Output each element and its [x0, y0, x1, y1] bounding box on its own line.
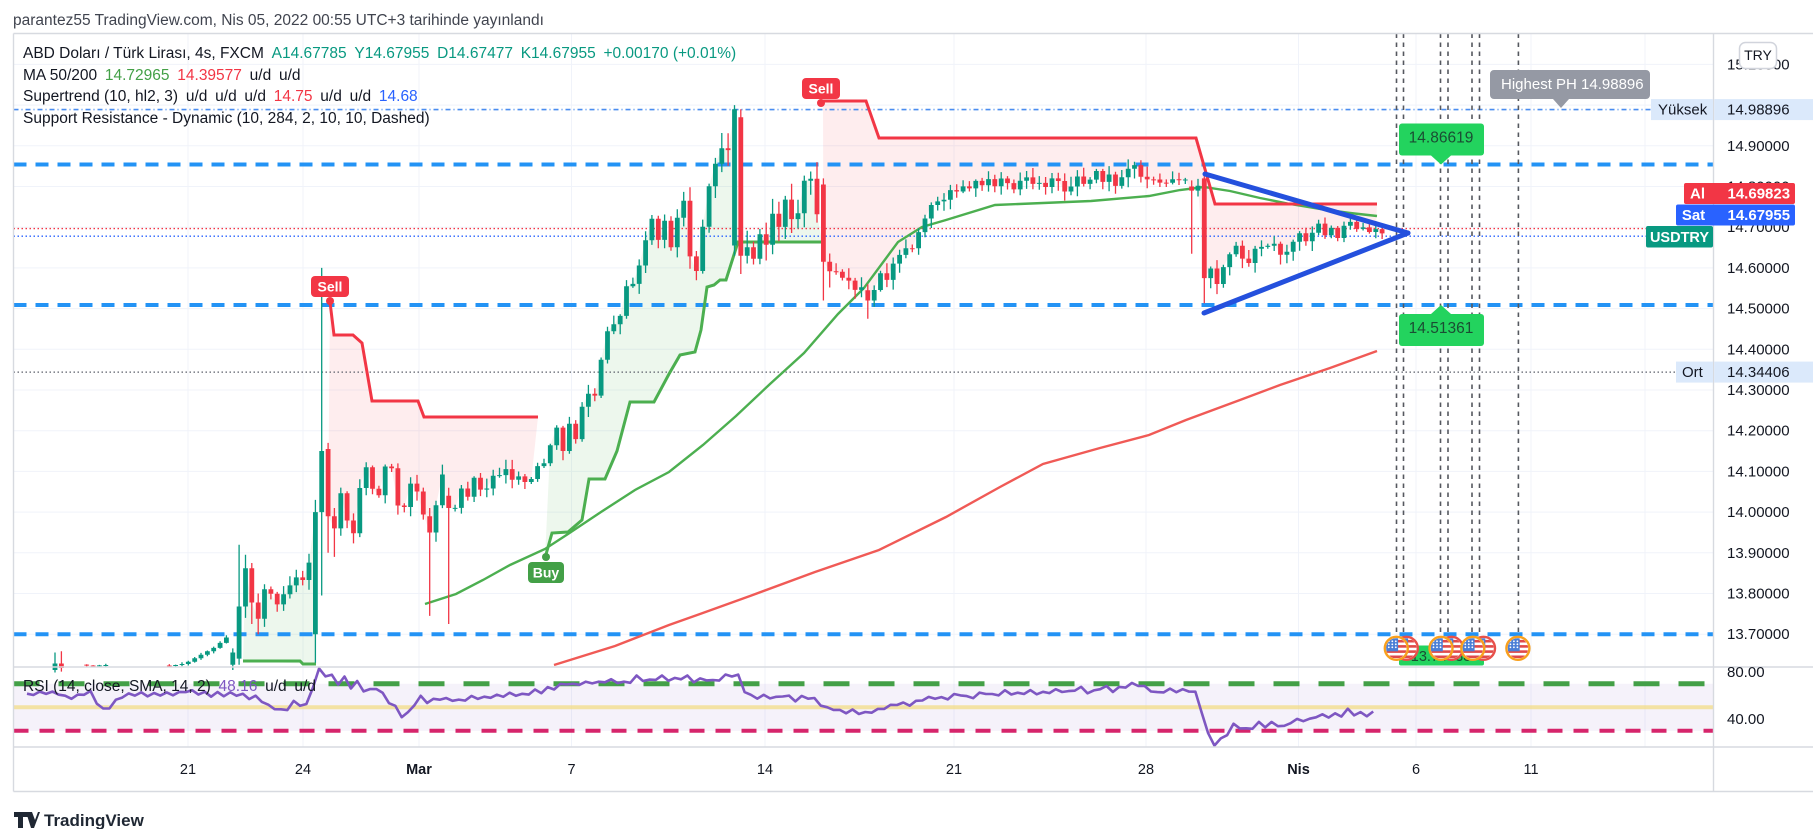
svg-text:14.86619: 14.86619 — [1409, 130, 1474, 147]
svg-text:14.00000: 14.00000 — [1727, 504, 1790, 521]
svg-text:Buy: Buy — [533, 565, 560, 581]
svg-text:14.98896: 14.98896 — [1727, 102, 1790, 119]
svg-text:14.51361: 14.51361 — [1409, 320, 1474, 337]
svg-text:Nis: Nis — [1287, 762, 1310, 778]
svg-text:Sat: Sat — [1682, 207, 1705, 224]
svg-text:7: 7 — [567, 762, 575, 778]
svg-text:14.30000: 14.30000 — [1727, 382, 1790, 399]
svg-text:14: 14 — [757, 762, 773, 778]
svg-text:MA 50/200 14.72965 14.39577 u/: MA 50/200 14.72965 14.39577 u/d u/d — [23, 67, 301, 84]
svg-text:21: 21 — [946, 762, 962, 778]
svg-text:14.60000: 14.60000 — [1727, 260, 1790, 277]
svg-text:24: 24 — [295, 762, 311, 778]
svg-text:ABD Doları / Türk Lirası, 4s,: ABD Doları / Türk Lirası, 4s, FXCM A14.6… — [23, 45, 736, 62]
svg-text:Support Resistance - Dynamic (: Support Resistance - Dynamic (10, 284, 2… — [23, 110, 430, 127]
svg-text:Sell: Sell — [318, 279, 343, 295]
svg-text:Mar: Mar — [406, 762, 432, 778]
svg-text:28: 28 — [1138, 762, 1154, 778]
svg-text:14.50000: 14.50000 — [1727, 301, 1790, 318]
svg-text:Supertrend (10, hl2, 3) u/d u/: Supertrend (10, hl2, 3) u/d u/d u/d 14.7… — [23, 88, 418, 105]
svg-text:Highest PH 14.98896: Highest PH 14.98896 — [1501, 76, 1644, 93]
svg-text:TradingView: TradingView — [44, 811, 145, 829]
svg-text:Ort: Ort — [1682, 364, 1704, 381]
svg-text:RSI (14, close, SMA, 14, 2) 48: RSI (14, close, SMA, 14, 2) 48.16 u/d u/… — [23, 678, 316, 695]
svg-text:40.00: 40.00 — [1727, 711, 1765, 728]
svg-text:11: 11 — [1523, 762, 1538, 778]
svg-text:13.80000: 13.80000 — [1727, 586, 1790, 603]
svg-text:TRY: TRY — [1744, 47, 1772, 63]
svg-text:21: 21 — [180, 762, 196, 778]
svg-text:13.70000: 13.70000 — [1727, 626, 1790, 643]
svg-text:6: 6 — [1412, 762, 1420, 778]
svg-text:Yüksek: Yüksek — [1658, 102, 1708, 119]
svg-text:Sell: Sell — [809, 81, 834, 97]
svg-text:14.69823: 14.69823 — [1728, 186, 1791, 203]
svg-text:14.10000: 14.10000 — [1727, 463, 1790, 480]
svg-text:USDTRY: USDTRY — [1650, 230, 1709, 246]
svg-text:14.34406: 14.34406 — [1727, 364, 1790, 381]
svg-text:14.20000: 14.20000 — [1727, 423, 1790, 440]
svg-text:parantez55 TradingView.com, Ni: parantez55 TradingView.com, Nis 05, 2022… — [13, 12, 544, 29]
svg-text:Al: Al — [1690, 186, 1705, 203]
svg-text:14.67955: 14.67955 — [1728, 207, 1791, 224]
svg-text:14.40000: 14.40000 — [1727, 341, 1790, 358]
svg-text:80.00: 80.00 — [1727, 664, 1765, 681]
svg-text:14.90000: 14.90000 — [1727, 138, 1790, 155]
svg-text:13.90000: 13.90000 — [1727, 545, 1790, 562]
